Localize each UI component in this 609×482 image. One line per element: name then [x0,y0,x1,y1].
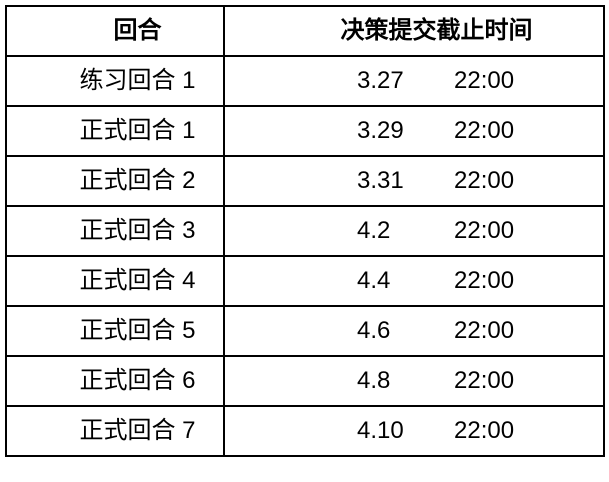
deadline-cell: 3.29 22:00 [223,105,605,157]
deadline-time: 22:00 [454,317,515,344]
deadline-time: 22:00 [454,267,515,294]
deadline-date: 3.29 [357,117,404,144]
deadline-time: 22:00 [454,367,515,394]
deadline-time: 22:00 [454,217,515,244]
deadline-date: 4.6 [357,317,391,344]
header-round: 回合 [5,5,225,57]
round-name: 正式回合 1 [5,105,225,157]
round-name: 正式回合 7 [5,405,225,457]
deadline-time: 22:00 [454,417,515,444]
table-row: 正式回合 2 3.31 22:00 [5,155,605,207]
deadline-date: 3.31 [357,167,404,194]
deadline-cell: 4.2 22:00 [223,205,605,257]
schedule-table: 回合 决策提交截止时间 练习回合 1 3.27 22:00 正式回合 1 3.29… [5,5,605,457]
deadline-cell: 3.31 22:00 [223,155,605,207]
deadline-date: 4.10 [357,417,404,444]
deadline-time: 22:00 [454,117,515,144]
deadline-cell: 4.4 22:00 [223,255,605,307]
round-name: 正式回合 2 [5,155,225,207]
deadline-date: 4.2 [357,217,391,244]
round-name: 正式回合 4 [5,255,225,307]
deadline-time: 22:00 [454,67,515,94]
header-row: 回合 决策提交截止时间 [5,5,605,57]
table-row: 正式回合 5 4.6 22:00 [5,305,605,357]
table-row: 正式回合 3 4.2 22:00 [5,205,605,257]
round-name: 正式回合 3 [5,205,225,257]
deadline-cell: 4.8 22:00 [223,355,605,407]
deadline-date: 4.4 [357,267,391,294]
table-row: 正式回合 4 4.4 22:00 [5,255,605,307]
deadline-cell: 3.27 22:00 [223,55,605,107]
table-row: 正式回合 6 4.8 22:00 [5,355,605,407]
deadline-time: 22:00 [454,167,515,194]
table-row: 练习回合 1 3.27 22:00 [5,55,605,107]
deadline-cell: 4.6 22:00 [223,305,605,357]
deadline-date: 3.27 [357,67,404,94]
round-name: 正式回合 6 [5,355,225,407]
round-name: 练习回合 1 [5,55,225,107]
table-row: 正式回合 7 4.10 22:00 [5,405,605,457]
round-name: 正式回合 5 [5,305,225,357]
deadline-cell: 4.10 22:00 [223,405,605,457]
header-deadline: 决策提交截止时间 [223,5,605,57]
table-row: 正式回合 1 3.29 22:00 [5,105,605,157]
deadline-date: 4.8 [357,367,391,394]
